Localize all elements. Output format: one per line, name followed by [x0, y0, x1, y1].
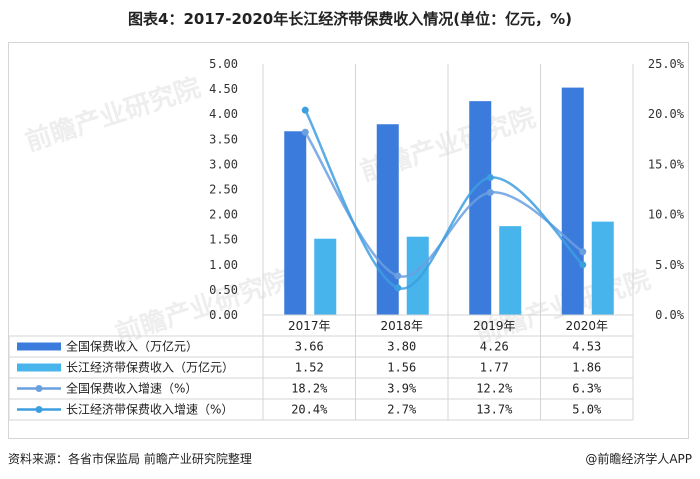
data-label: 4.53 — [572, 340, 601, 354]
data-label: 3.9% — [387, 382, 417, 396]
watermark-layer: 前瞻产业研究院前瞻产业研究院前瞻产业研究院前瞻产业研究院 — [22, 72, 655, 350]
right-tick-label: 5.0% — [655, 258, 685, 272]
category-label: 2018年 — [380, 319, 423, 333]
right-tick-label: 20.0% — [648, 107, 685, 121]
bar-national — [284, 131, 307, 315]
data-label: 13.7% — [476, 403, 513, 417]
line-yangtze-growth — [304, 109, 584, 290]
left-tick-label: 4.00 — [209, 107, 238, 121]
bar-national — [561, 87, 584, 316]
data-label: 2.7% — [387, 403, 417, 417]
line-point — [579, 261, 587, 269]
bar-national — [376, 124, 399, 316]
left-tick-label: 1.00 — [209, 258, 238, 272]
data-label: 3.66 — [295, 340, 324, 354]
left-tick-label: 3.00 — [209, 157, 238, 171]
line-point — [394, 272, 402, 280]
left-tick-label: 0.50 — [209, 283, 238, 297]
category-label: 2019年 — [473, 319, 516, 333]
category-label: 2020年 — [565, 319, 608, 333]
line-point — [394, 284, 402, 292]
data-label: 12.2% — [476, 382, 513, 396]
line-point — [579, 248, 587, 256]
legend-key-bar — [17, 342, 61, 351]
right-tick-label: 25.0% — [648, 57, 685, 71]
watermark-text: 前瞻产业研究院 — [22, 72, 205, 158]
right-tick-label: 15.0% — [648, 157, 685, 171]
line-point — [301, 128, 309, 136]
chart-frame: 前瞻产业研究院前瞻产业研究院前瞻产业研究院前瞻产业研究院 0.000.501.0… — [8, 42, 689, 439]
credit-note: @前瞻经济学人APP — [585, 452, 692, 466]
watermark-text: 前瞻产业研究院 — [112, 264, 295, 350]
series-name: 全国保费收入（万亿元） — [66, 339, 198, 354]
legend-key-marker — [35, 385, 43, 392]
series-name: 长江经济带保费收入增速（%） — [66, 402, 233, 417]
data-label: 6.3% — [572, 382, 602, 396]
left-tick-label: 5.00 — [209, 57, 238, 71]
line-national-growth — [304, 131, 584, 278]
bar-yangtze — [406, 236, 429, 315]
series-name: 长江经济带保费收入（万亿元） — [66, 360, 234, 375]
left-tick-label: 2.50 — [209, 183, 238, 197]
data-label: 1.56 — [387, 361, 416, 375]
chart-title: 图表4：2017-2020年长江经济带保费收入情况(单位：亿元，%) — [128, 10, 572, 28]
line-point — [486, 189, 494, 197]
bar-national — [469, 101, 492, 315]
left-tick-label: 1.50 — [209, 233, 238, 247]
legend-key-bar — [17, 363, 61, 372]
left-tick-label: 4.50 — [209, 82, 238, 96]
bar-yangtze — [314, 238, 337, 315]
grid-layer — [262, 64, 634, 420]
left-axis: 0.00 0.50 1.00 1.50 2.00 2.50 3.00 3.50 4.00 4.50… — [209, 57, 238, 322]
category-label: 2017年 — [288, 319, 331, 333]
left-tick-label: 2.00 — [209, 208, 238, 222]
line-point — [486, 173, 494, 181]
left-tick-label: 0.00 — [209, 308, 238, 322]
data-label: 3.80 — [387, 340, 416, 354]
chart-svg: 前瞻产业研究院前瞻产业研究院前瞻产业研究院前瞻产业研究院 0.000.501.0… — [9, 57, 685, 421]
source-note: 资料来源：各省市保监局 前瞻产业研究院整理 — [8, 452, 252, 466]
data-label: 20.4% — [291, 403, 328, 417]
bar-yangtze — [591, 221, 614, 315]
data-label: 18.2% — [291, 382, 328, 396]
data-label: 1.86 — [572, 361, 601, 375]
left-tick-label: 3.50 — [209, 132, 238, 146]
right-tick-label: 0.0% — [655, 308, 685, 322]
data-label: 1.52 — [295, 361, 324, 375]
right-axis: 0.0% 5.0% 10.0% 15.0% 20.0% 25.0% — [648, 57, 685, 322]
bar-yangtze — [499, 226, 522, 315]
data-label: 4.26 — [480, 340, 509, 354]
right-tick-label: 10.0% — [648, 208, 685, 222]
line-point — [301, 106, 309, 114]
lines-layer — [301, 106, 587, 292]
data-label: 5.0% — [572, 403, 602, 417]
legend-key-marker — [35, 406, 43, 413]
bars-layer — [284, 87, 614, 316]
series-name: 全国保费收入增速（%） — [66, 381, 197, 396]
data-label: 1.77 — [480, 361, 509, 375]
